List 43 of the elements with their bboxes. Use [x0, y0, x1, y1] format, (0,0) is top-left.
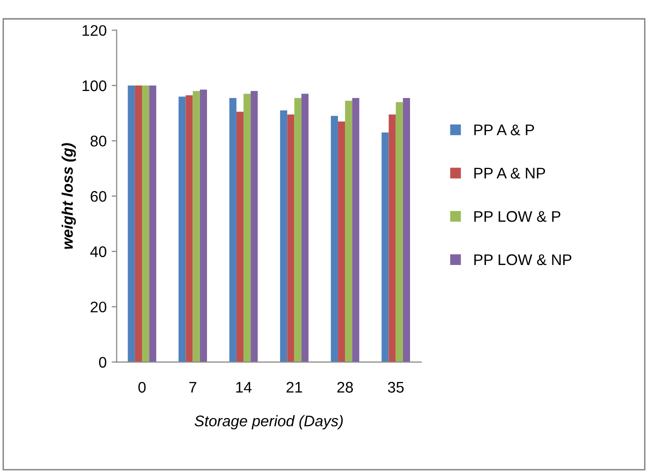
bar — [192, 91, 200, 362]
bar — [200, 90, 207, 362]
x-tick-label: 14 — [236, 382, 252, 393]
bar — [134, 86, 142, 362]
legend-label: PP A & NP — [474, 168, 546, 179]
legend-label: PP A & P — [474, 124, 534, 136]
y-axis-title: weight loss (g) — [62, 143, 76, 249]
bar — [236, 112, 244, 362]
bar — [186, 95, 193, 362]
bar — [178, 96, 186, 362]
y-tick-label: 40 — [90, 246, 106, 258]
bar — [345, 100, 352, 362]
legend-label: PP LOW & P — [474, 211, 560, 222]
bar — [294, 98, 302, 362]
bar — [287, 114, 294, 362]
y-tick-label: 20 — [90, 302, 106, 312]
bar — [396, 102, 403, 362]
bar — [244, 94, 251, 362]
bar — [402, 98, 410, 362]
bar — [338, 121, 346, 362]
bar — [250, 91, 258, 362]
y-tick-label: 80 — [90, 136, 106, 146]
bar — [382, 132, 389, 362]
bar — [149, 86, 156, 362]
y-tick-label: 120 — [82, 25, 106, 36]
y-tick-label: 0 — [99, 356, 106, 368]
bar — [301, 94, 309, 362]
x-tick-label: 21 — [286, 382, 302, 393]
bar — [229, 98, 236, 362]
y-tick-label: 100 — [82, 80, 106, 92]
bar — [330, 116, 338, 362]
x-tick-label: 7 — [189, 382, 196, 393]
x-tick-label: 28 — [337, 382, 353, 393]
x-tick-label: 0 — [138, 382, 146, 393]
x-axis-title: Storage period (Days) — [194, 415, 343, 430]
y-tick-label: 60 — [90, 190, 106, 202]
bar — [388, 114, 396, 362]
legend-label: PP LOW & NP — [474, 254, 572, 266]
bar — [352, 98, 360, 362]
bar — [128, 86, 135, 362]
bar — [280, 110, 288, 362]
x-tick-label: 35 — [388, 382, 404, 393]
bar — [142, 86, 150, 362]
